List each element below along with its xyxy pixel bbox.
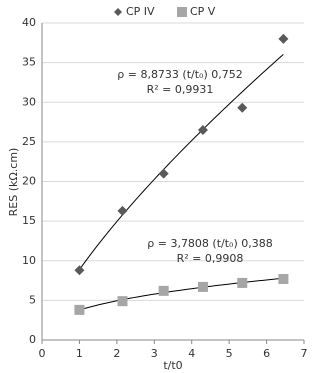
- x-tick-label: 2: [113, 347, 120, 360]
- y-tick-label: 0: [29, 333, 36, 346]
- y-tick-label: 30: [22, 95, 36, 108]
- chart: RES (kΩ.cm) t/t0 0 5 10 15 20 25 30 35 40 0 1 2 3 4 5 6…: [7, 5, 308, 372]
- y-tick-label: 5: [29, 293, 36, 306]
- legend-marker: [177, 7, 187, 17]
- point: [278, 33, 289, 44]
- legend-label: CP V: [190, 5, 216, 18]
- y-tick-label: 10: [22, 254, 36, 267]
- point: [278, 273, 289, 284]
- x-tick-label: 4: [188, 347, 195, 360]
- point: [74, 304, 85, 315]
- y-tick-label: 20: [22, 175, 36, 188]
- y-tick-label: 15: [22, 214, 36, 227]
- legend-marker: [114, 7, 122, 16]
- point: [237, 277, 248, 288]
- point: [117, 296, 128, 307]
- x-tick-label: 5: [226, 347, 233, 360]
- x-tick-label: 6: [263, 347, 270, 360]
- trendline: [79, 53, 284, 270]
- x-tick-label: 3: [151, 347, 158, 360]
- trendline-r2: R² = 0,9908: [177, 252, 244, 265]
- trendline-r2: R² = 0,9931: [147, 83, 214, 96]
- y-axis-title: RES (kΩ.cm): [7, 148, 20, 217]
- x-axis-title: t/t0: [163, 359, 182, 372]
- point: [197, 281, 208, 292]
- point: [197, 124, 208, 135]
- point: [117, 205, 128, 216]
- trendline-equation: ρ = 8,8733 (t/t₀) 0,752: [117, 68, 243, 81]
- x-tick-label: 1: [76, 347, 83, 360]
- x-tick-label: 0: [39, 347, 46, 360]
- point: [237, 102, 248, 113]
- point: [158, 168, 169, 179]
- y-tick-label: 35: [22, 56, 36, 69]
- point: [158, 285, 169, 296]
- trendline-equation: ρ = 3,7808 (t/t₀) 0,388: [147, 237, 273, 250]
- point: [74, 265, 85, 276]
- y-tick-label: 40: [22, 16, 36, 29]
- x-tick-label: 7: [301, 347, 308, 360]
- legend-label: CP IV: [126, 5, 155, 18]
- trendline: [79, 277, 284, 311]
- y-tick-label: 25: [22, 135, 36, 148]
